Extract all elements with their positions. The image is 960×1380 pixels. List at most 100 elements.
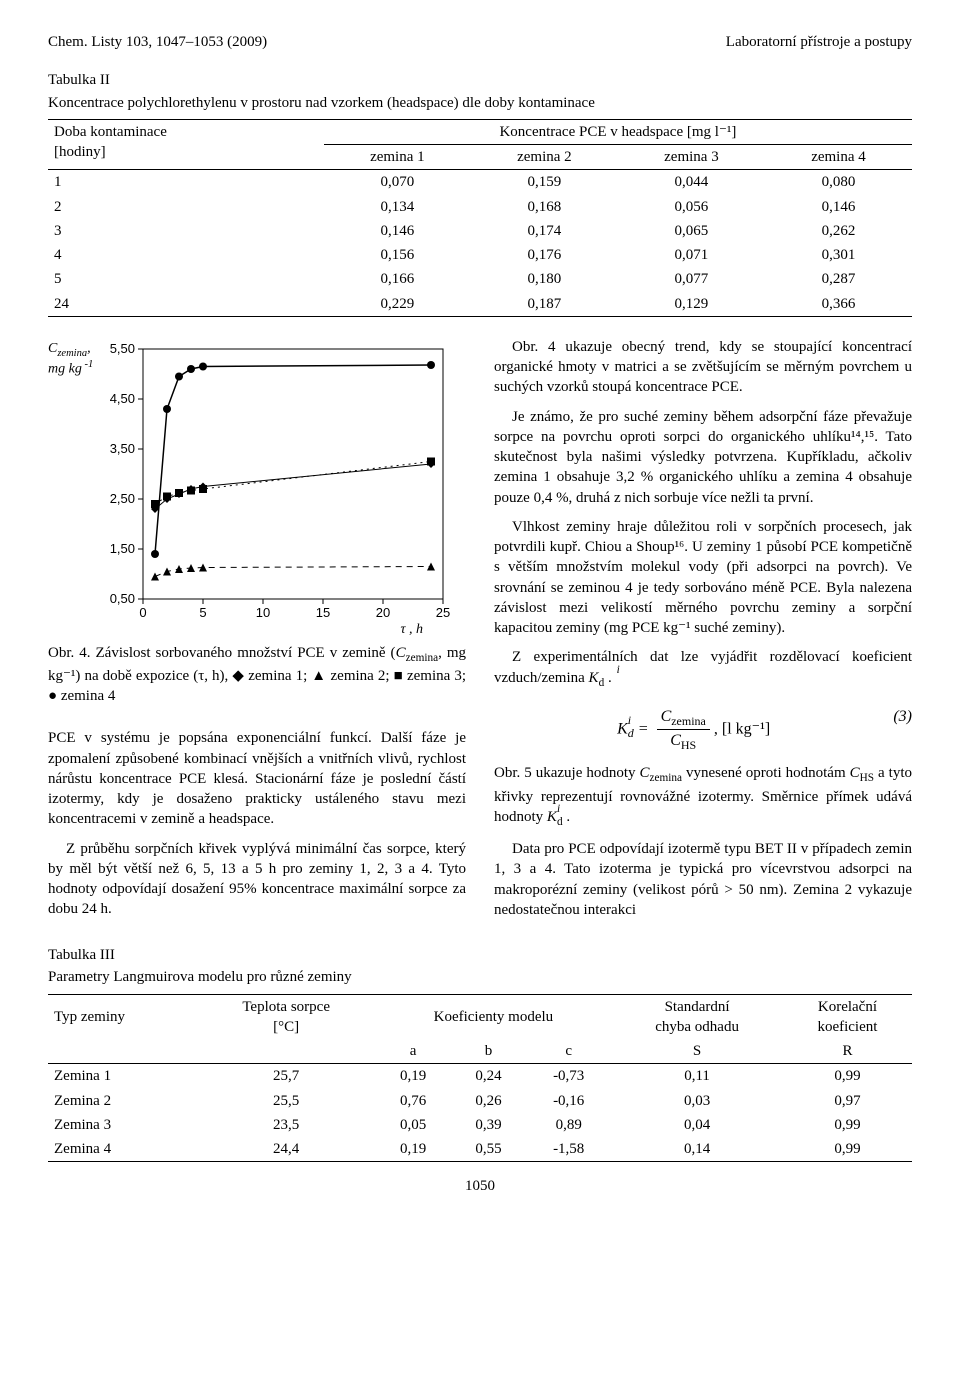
- t3-subhead: S: [611, 1039, 783, 1064]
- t3-subhead: a: [375, 1039, 450, 1064]
- right-paragraph-5: Obr. 5 ukazuje hodnoty Czemina vynesené …: [494, 763, 912, 830]
- page-number: 1050: [48, 1176, 912, 1196]
- table-row: 240,2290,1870,1290,366: [48, 292, 912, 317]
- t3-head: Typ zeminy: [48, 994, 197, 1039]
- svg-text:4,50: 4,50: [110, 391, 135, 406]
- table-cell: 0,187: [471, 292, 618, 317]
- table-cell: 0,99: [783, 1137, 912, 1162]
- table2: Doba kontaminace [hodiny] Koncentrace PC…: [48, 119, 912, 317]
- table3: Typ zeminyTeplota sorpce[°C]Koeficienty …: [48, 994, 912, 1163]
- table-cell: 0,19: [375, 1137, 450, 1162]
- table-cell: 0,55: [451, 1137, 526, 1162]
- left-paragraph-2: Z průběhu sorpčních křivek vyplývá minim…: [48, 839, 466, 920]
- table-cell: 0,39: [451, 1113, 526, 1137]
- t2-rowhead: Doba kontaminace [hodiny]: [48, 119, 324, 170]
- table-row: 20,1340,1680,0560,146: [48, 195, 912, 219]
- svg-text:15: 15: [316, 605, 330, 620]
- svg-text:1,50: 1,50: [110, 541, 135, 556]
- table3-title: Tabulka III: [48, 945, 912, 965]
- table-cell: 0,166: [324, 267, 471, 291]
- table-cell: 0,056: [618, 195, 765, 219]
- svg-text:0: 0: [140, 605, 147, 620]
- chart-svg: 0,50 1,50 2,50 3,50 4,50 5,50 0 5 10 15 20 25 τ , h: [93, 337, 465, 637]
- circle-icon: ●: [48, 688, 57, 704]
- svg-text:10: 10: [256, 605, 270, 620]
- table-cell: 0,03: [611, 1089, 783, 1113]
- svg-text:3,50: 3,50: [110, 441, 135, 456]
- right-paragraph-6: Data pro PCE odpovídají izotermě typu BE…: [494, 839, 912, 920]
- table-cell: 0,146: [324, 219, 471, 243]
- table-cell: 0,99: [783, 1113, 912, 1137]
- table-cell: 0,071: [618, 243, 765, 267]
- table-cell: Zemina 1: [48, 1064, 197, 1089]
- table-cell: 2: [48, 195, 324, 219]
- eq-number: (3): [893, 706, 912, 728]
- table-cell: 0,168: [471, 195, 618, 219]
- svg-text:25: 25: [436, 605, 450, 620]
- t3-subhead: c: [526, 1039, 611, 1064]
- table-row: 40,1560,1760,0710,301: [48, 243, 912, 267]
- table-cell: 0,129: [618, 292, 765, 317]
- page: Chem. Listy 103, 1047–1053 (2009) Labora…: [0, 0, 960, 1221]
- right-paragraph-4: Z experimentálních dat lze vyjádřit rozd…: [494, 647, 912, 690]
- left-column: Czemina,mg kg -1 0,50 1,50 2,50 3,50 4,50 5,5…: [48, 337, 466, 935]
- table-cell: Zemina 3: [48, 1113, 197, 1137]
- table-cell: 1: [48, 170, 324, 195]
- svg-text:τ , h: τ , h: [401, 622, 424, 637]
- table-row: Zemina 424,40,190,55-1,580,140,99: [48, 1137, 912, 1162]
- table-cell: 0,19: [375, 1064, 450, 1089]
- table-cell: 0,065: [618, 219, 765, 243]
- table-cell: 0,146: [765, 195, 912, 219]
- table-row: Zemina 323,50,050,390,890,040,99: [48, 1113, 912, 1137]
- t3-subhead: b: [451, 1039, 526, 1064]
- table-cell: 0,287: [765, 267, 912, 291]
- header-right: Laboratorní přístroje a postupy: [726, 32, 912, 52]
- svg-text:5: 5: [200, 605, 207, 620]
- table-cell: 0,174: [471, 219, 618, 243]
- table-cell: 24: [48, 292, 324, 317]
- table-cell: 0,180: [471, 267, 618, 291]
- equation-3: Kid = Czemina CHS , [l kg⁻¹] (3): [494, 706, 912, 754]
- t3-head: Standardníchyba odhadu: [611, 994, 783, 1039]
- table-cell: 0,159: [471, 170, 618, 195]
- triangle-icon: ▲: [311, 668, 326, 684]
- t2-col: zemina 4: [765, 145, 912, 170]
- table-cell: Zemina 4: [48, 1137, 197, 1162]
- table-cell: 0,262: [765, 219, 912, 243]
- table-cell: 0,077: [618, 267, 765, 291]
- table-cell: 0,14: [611, 1137, 783, 1162]
- t2-col: zemina 2: [471, 145, 618, 170]
- table2-subtitle: Koncentrace polychlorethylenu v prostoru…: [48, 93, 912, 113]
- table-cell: 5: [48, 267, 324, 291]
- table-row: 10,0700,1590,0440,080: [48, 170, 912, 195]
- table-cell: 23,5: [197, 1113, 376, 1137]
- figure4-chart: Czemina,mg kg -1 0,50 1,50 2,50 3,50 4,50 5,5…: [48, 337, 466, 637]
- header-left: Chem. Listy 103, 1047–1053 (2009): [48, 32, 267, 52]
- chart-ylabel: Czemina,mg kg -1: [48, 337, 93, 637]
- table3-subtitle: Parametry Langmuirova modelu pro různé z…: [48, 967, 912, 987]
- table-cell: -0,16: [526, 1089, 611, 1113]
- t3-subhead: [48, 1039, 197, 1064]
- running-header: Chem. Listy 103, 1047–1053 (2009) Labora…: [48, 32, 912, 52]
- table-cell: Zemina 2: [48, 1089, 197, 1113]
- table-row: Zemina 125,70,190,24-0,730,110,99: [48, 1064, 912, 1089]
- table2-block: Tabulka II Koncentrace polychlorethylenu…: [48, 70, 912, 317]
- table-cell: 0,89: [526, 1113, 611, 1137]
- table-cell: 0,176: [471, 243, 618, 267]
- table-row: 50,1660,1800,0770,287: [48, 267, 912, 291]
- t3-head: Korelačníkoeficient: [783, 994, 912, 1039]
- svg-text:0,50: 0,50: [110, 591, 135, 606]
- table-cell: 0,76: [375, 1089, 450, 1113]
- table-cell: -0,73: [526, 1064, 611, 1089]
- svg-text:20: 20: [376, 605, 390, 620]
- table2-title: Tabulka II: [48, 70, 912, 90]
- table-cell: 0,044: [618, 170, 765, 195]
- table-cell: 0,04: [611, 1113, 783, 1137]
- t3-subhead: R: [783, 1039, 912, 1064]
- right-paragraph-3: Vlhkost zeminy hraje důležitou roli v so…: [494, 517, 912, 639]
- table-cell: 0,99: [783, 1064, 912, 1089]
- square-icon: ■: [394, 668, 403, 684]
- svg-text:5,50: 5,50: [110, 341, 135, 356]
- svg-text:2,50: 2,50: [110, 491, 135, 506]
- table-cell: 0,156: [324, 243, 471, 267]
